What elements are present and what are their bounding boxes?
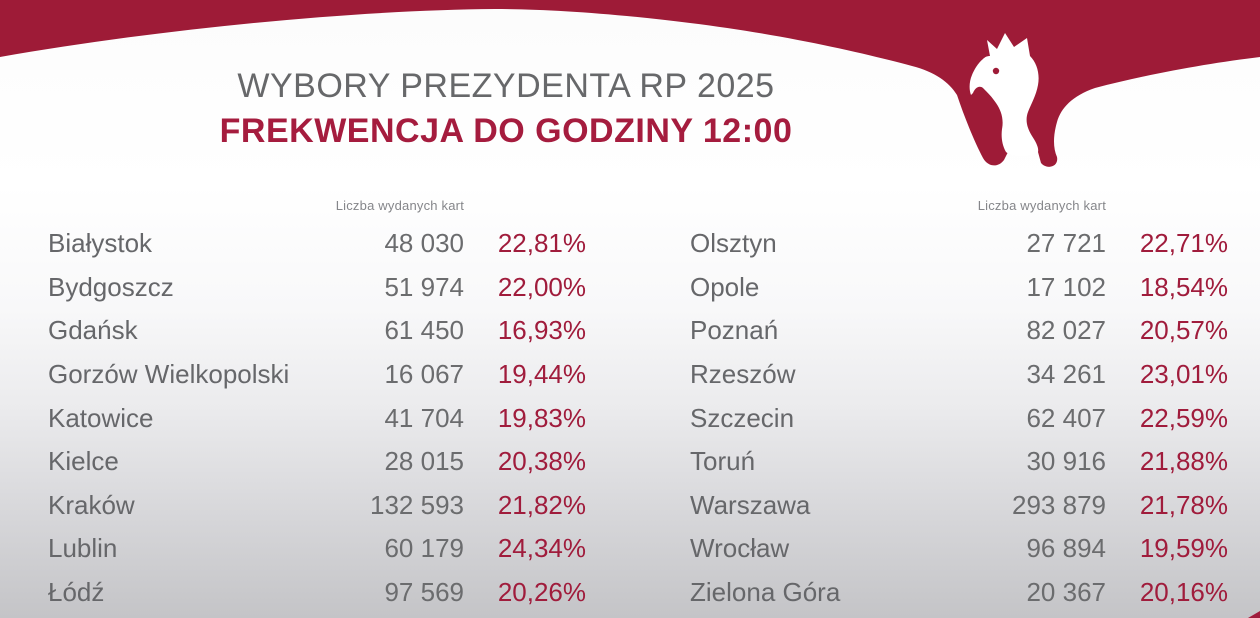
turnout-percent: 23,01% <box>1139 359 1228 390</box>
cards-issued-value: 28 015 <box>384 446 464 477</box>
city-name: Lublin <box>48 533 118 564</box>
cards-issued-value: 20 367 <box>1026 577 1106 608</box>
crowned-eagle-icon <box>969 33 1039 156</box>
turnout-percent: 21,88% <box>1139 446 1228 477</box>
city-name: Warszawa <box>690 489 811 520</box>
header-banner <box>0 0 1260 167</box>
cards-issued-value: 60 179 <box>384 533 464 564</box>
table-row: Gdańsk 61 450 16,93% <box>48 309 586 353</box>
table-row: Gorzów Wielkopolski 16 067 19,44% <box>48 353 586 397</box>
header-titles: WYBORY PREZYDENTA RP 2025 FREKWENCJA DO … <box>0 64 1012 154</box>
table-row: Kielce 28 015 20,38% <box>48 440 586 484</box>
cards-issued-value: 34 261 <box>1026 359 1106 390</box>
table-row: Białystok 48 030 22,81% <box>48 222 586 266</box>
city-name: Kraków <box>48 489 135 520</box>
city-name: Wrocław <box>690 533 790 564</box>
city-name: Opole <box>690 271 760 302</box>
turnout-percent: 22,00% <box>497 271 586 302</box>
cards-issued-value: 48 030 <box>384 228 464 259</box>
city-name: Bydgoszcz <box>48 271 174 302</box>
city-name: Rzeszów <box>690 359 796 390</box>
table-row: Olsztyn 27 721 22,71% <box>690 222 1228 266</box>
eagle-eye-dot <box>992 67 1000 75</box>
cards-issued-value: 16 067 <box>384 359 464 390</box>
cards-issued-value: 41 704 <box>384 402 464 433</box>
table-row: Rzeszów 34 261 23,01% <box>690 353 1228 397</box>
cards-issued-value: 27 721 <box>1026 228 1106 259</box>
red-wave-band <box>0 0 1260 167</box>
city-name: Olsztyn <box>690 228 777 259</box>
turnout-tables: Liczba wydanych kart Białystok 48 030 22… <box>48 198 1228 614</box>
city-name: Gorzów Wielkopolski <box>48 359 290 390</box>
page-title: WYBORY PREZYDENTA RP 2025 <box>237 67 775 105</box>
turnout-table-left: Liczba wydanych kart Białystok 48 030 22… <box>48 198 586 614</box>
turnout-percent: 20,38% <box>497 446 586 477</box>
city-name: Zielona Góra <box>690 577 841 608</box>
turnout-percent: 22,81% <box>497 228 586 259</box>
turnout-percent: 21,82% <box>497 489 586 520</box>
cards-issued-value: 82 027 <box>1026 315 1106 346</box>
city-name: Poznań <box>690 315 779 346</box>
city-name: Toruń <box>690 446 756 477</box>
city-name: Łódź <box>48 577 105 608</box>
table-row: Wrocław 96 894 19,59% <box>690 527 1228 571</box>
cards-issued-value: 17 102 <box>1026 271 1106 302</box>
cards-issued-value: 30 916 <box>1026 446 1106 477</box>
turnout-percent: 19,59% <box>1139 533 1228 564</box>
turnout-percent: 18,54% <box>1139 271 1228 302</box>
city-name: Białystok <box>48 228 153 259</box>
cards-issued-value: 96 894 <box>1026 533 1106 564</box>
table-row: Bydgoszcz 51 974 22,00% <box>48 266 586 310</box>
turnout-percent: 20,16% <box>1139 577 1228 608</box>
turnout-percent: 24,34% <box>497 533 586 564</box>
turnout-table-right: Liczba wydanych kart Olsztyn 27 721 22,7… <box>690 198 1228 614</box>
turnout-percent: 20,57% <box>1139 315 1228 346</box>
table-row: Toruń 30 916 21,88% <box>690 440 1228 484</box>
cards-issued-value: 97 569 <box>384 577 464 608</box>
table-rows: Olsztyn 27 721 22,71% Opole 17 102 18,54… <box>690 222 1228 614</box>
table-row: Warszawa 293 879 21,78% <box>690 484 1228 528</box>
cards-issued-value: 62 407 <box>1026 402 1106 433</box>
cards-issued-value: 293 879 <box>1012 489 1106 520</box>
table-row: Katowice 41 704 19,83% <box>48 396 586 440</box>
table-rows: Białystok 48 030 22,81% Bydgoszcz 51 974… <box>48 222 586 614</box>
corner-red-mark <box>1248 611 1260 618</box>
table-row: Lublin 60 179 24,34% <box>48 527 586 571</box>
page-subtitle: FREKWENCJA DO GODZINY 12:00 <box>219 112 793 150</box>
turnout-percent: 21,78% <box>1139 489 1228 520</box>
cards-issued-column-header: Liczba wydanych kart <box>335 198 464 213</box>
city-name: Katowice <box>48 402 154 433</box>
city-name: Kielce <box>48 446 119 477</box>
turnout-percent: 22,59% <box>1139 402 1228 433</box>
turnout-percent: 19,83% <box>497 402 586 433</box>
turnout-percent: 22,71% <box>1139 228 1228 259</box>
table-row: Zielona Góra 20 367 20,16% <box>690 571 1228 615</box>
cards-issued-value: 51 974 <box>384 271 464 302</box>
cards-issued-value: 132 593 <box>370 489 464 520</box>
turnout-percent: 16,93% <box>497 315 586 346</box>
turnout-percent: 19,44% <box>497 359 586 390</box>
city-name: Gdańsk <box>48 315 138 346</box>
cards-issued-column-header: Liczba wydanych kart <box>977 198 1106 213</box>
table-row: Szczecin 62 407 22,59% <box>690 396 1228 440</box>
table-row: Opole 17 102 18,54% <box>690 266 1228 310</box>
city-name: Szczecin <box>690 402 795 433</box>
table-row: Łódź 97 569 20,26% <box>48 571 586 615</box>
cards-issued-value: 61 450 <box>384 315 464 346</box>
table-row: Kraków 132 593 21,82% <box>48 484 586 528</box>
table-row: Poznań 82 027 20,57% <box>690 309 1228 353</box>
turnout-percent: 20,26% <box>497 577 586 608</box>
